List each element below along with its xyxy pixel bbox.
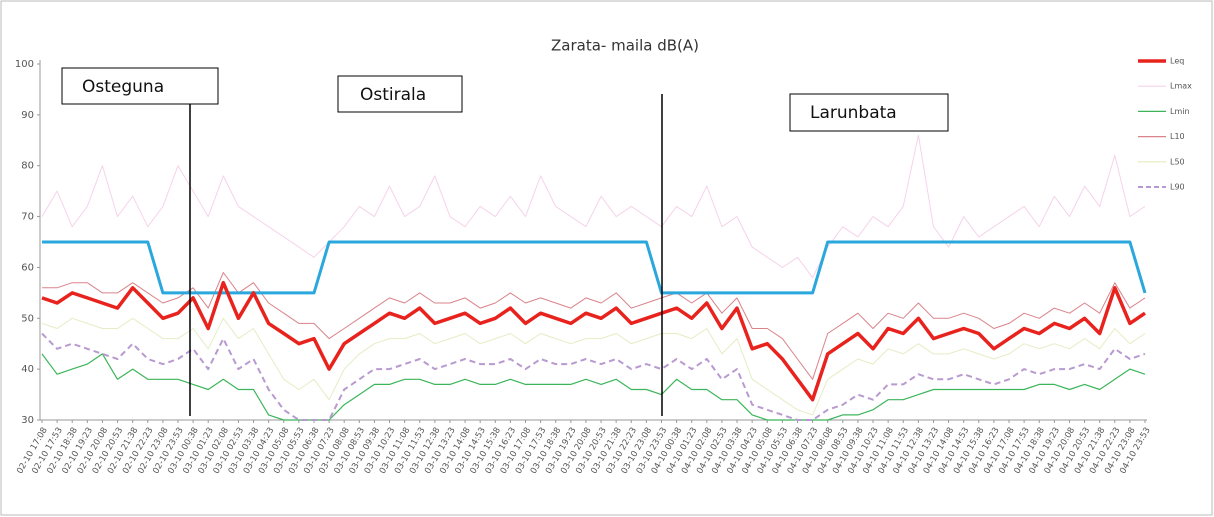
legend-label: Lmax: [1170, 82, 1192, 91]
series-line: [41, 353, 1146, 421]
chart-title: Zarata- maila dB(A): [551, 37, 699, 55]
y-tick-label: 30: [21, 415, 34, 426]
annotation: Osteguna: [82, 77, 164, 97]
y-tick-label: 70: [21, 212, 34, 223]
annotation: Larunbata: [810, 103, 897, 123]
y-tick-label: 90: [21, 110, 34, 121]
series-line: [41, 332, 1146, 421]
y-tick-label: 40: [21, 364, 34, 375]
y-tick-label: 80: [21, 161, 34, 172]
legend-label: Leq: [1170, 57, 1184, 66]
series-line: [41, 317, 1146, 416]
legend-label: L90: [1170, 183, 1185, 192]
annotation-box: [789, 93, 949, 132]
annotation-box: [61, 67, 219, 105]
legend-label: Lmin: [1170, 107, 1190, 116]
legend-label: L10: [1170, 132, 1185, 141]
y-tick-label: 50: [21, 313, 34, 324]
legend-label: L50: [1170, 157, 1185, 166]
series-line: [41, 134, 1146, 279]
series-line: [41, 280, 1146, 402]
annotation-box: [337, 75, 463, 113]
y-tick-label: 100: [15, 59, 34, 70]
y-tick-label: 60: [21, 262, 34, 273]
annotation: Ostirala: [360, 85, 426, 105]
series-line: [42, 272, 1146, 380]
